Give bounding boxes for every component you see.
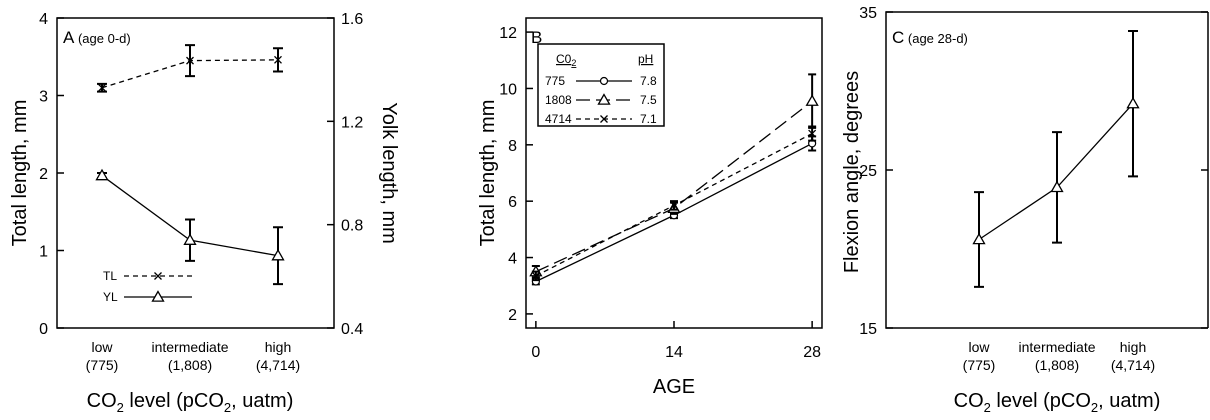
data-point [186, 56, 194, 65]
legend-ph-value: 7.8 [640, 74, 657, 88]
data-point [271, 248, 285, 261]
panel-c: 15 25 35 low (775) intermediate (1,808) high (4,… [841, 5, 1209, 415]
legend-marker [597, 93, 611, 105]
legend-co2-value: 1808 [545, 93, 572, 107]
y-tick-label: 3 [39, 89, 48, 106]
y-tick-label: 2 [39, 166, 48, 183]
legend-marker [151, 290, 165, 302]
y-tick-label: 1 [39, 244, 48, 261]
y-tick-label: 35 [859, 5, 877, 22]
legend-marker [600, 115, 608, 123]
category-value-label: (775) [86, 357, 119, 373]
x-axis-title: AGE [653, 376, 695, 398]
legend-co2-value: 775 [545, 74, 565, 88]
category-label: high [265, 339, 291, 355]
category-value-label: (4,714) [256, 357, 300, 373]
panel-label: B [531, 28, 542, 47]
legend-box [537, 43, 665, 127]
legend-header-co2: C02 [556, 52, 576, 68]
data-point [808, 129, 817, 138]
y-axis-title: Total length, mm [9, 100, 31, 247]
data-point [183, 233, 197, 245]
y-right-tick-label: 1.2 [341, 114, 363, 131]
x-axis-title: CO2 level (pCO2, uatm) [87, 390, 294, 415]
category-label: high [1120, 339, 1146, 355]
y-right-tick-label: 0.4 [341, 321, 363, 338]
data-point [670, 201, 678, 210]
data-point [972, 232, 986, 245]
legend-co2-value: 4714 [545, 112, 572, 126]
y-right-axis-title: Yolk length, mm [378, 102, 400, 244]
x-tick-label: 0 [531, 344, 540, 361]
x-tick-label: 28 [803, 344, 821, 361]
legend-header-ph: pH [638, 52, 653, 66]
data-point [274, 55, 282, 64]
category-label: intermediate [1018, 339, 1095, 355]
legend-marker [154, 272, 162, 280]
y-tick-label: 6 [508, 194, 517, 211]
legend-marker [599, 76, 609, 86]
y-tick-label: 25 [859, 163, 877, 180]
legend-ph-value: 7.5 [640, 93, 657, 107]
y-tick-label: 10 [499, 81, 517, 98]
y-right-tick-label: 1.6 [341, 11, 363, 28]
data-point [98, 83, 106, 92]
legend-ph-value: 7.1 [640, 112, 657, 126]
y-tick-label: 0 [39, 321, 48, 338]
data-point [95, 168, 109, 181]
data-point [1126, 96, 1140, 109]
panel-label: C (age 28-d) [892, 28, 968, 47]
y-axis-title: Total length, mm [477, 100, 499, 247]
y-axis-title: Flexion angle, degrees [841, 71, 863, 273]
category-value-label: (4,714) [1111, 357, 1155, 373]
category-value-label: (1,808) [1035, 357, 1079, 373]
legend-label: YL [103, 290, 118, 304]
y-tick-label: 4 [508, 251, 517, 268]
category-label: low [968, 339, 990, 355]
panel-a: 0 1 2 3 4 0.4 0.8 1.2 1.6 low (775) intermediate (1,… [9, 11, 400, 415]
category-value-label: (1,808) [168, 357, 212, 373]
y-tick-label: 4 [39, 11, 48, 28]
data-point [531, 271, 540, 280]
category-label: intermediate [151, 339, 228, 355]
x-axis-title: CO2 level (pCO2, uatm) [954, 390, 1161, 415]
y-tick-label: 15 [859, 321, 877, 338]
panel-b: 2 4 6 8 10 12 0 14 28 AGE Total length, mm B C02 pH 77… [477, 17, 823, 398]
y-right-tick-label: 0.8 [341, 218, 363, 235]
y-tick-label: 2 [508, 307, 517, 324]
y-tick-label: 12 [499, 25, 517, 42]
x-tick-label: 14 [665, 344, 683, 361]
category-label: low [91, 339, 113, 355]
y-tick-label: 8 [508, 138, 517, 155]
data-point [1050, 180, 1064, 193]
data-point [805, 94, 819, 106]
legend-label: TL [103, 269, 117, 283]
category-value-label: (775) [963, 357, 996, 373]
plot-frame [885, 11, 1208, 329]
panel-label: A (age 0-d) [63, 28, 131, 47]
